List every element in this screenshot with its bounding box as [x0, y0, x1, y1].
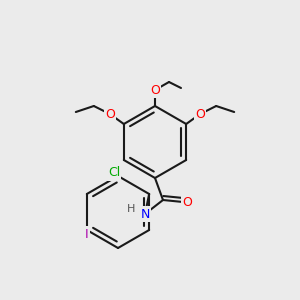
Text: H: H: [127, 204, 135, 214]
Text: N: N: [140, 208, 150, 220]
Text: I: I: [85, 227, 88, 241]
Text: O: O: [195, 107, 205, 121]
Text: Cl: Cl: [108, 167, 120, 179]
Text: O: O: [105, 107, 115, 121]
Text: O: O: [150, 83, 160, 97]
Text: O: O: [182, 196, 192, 208]
